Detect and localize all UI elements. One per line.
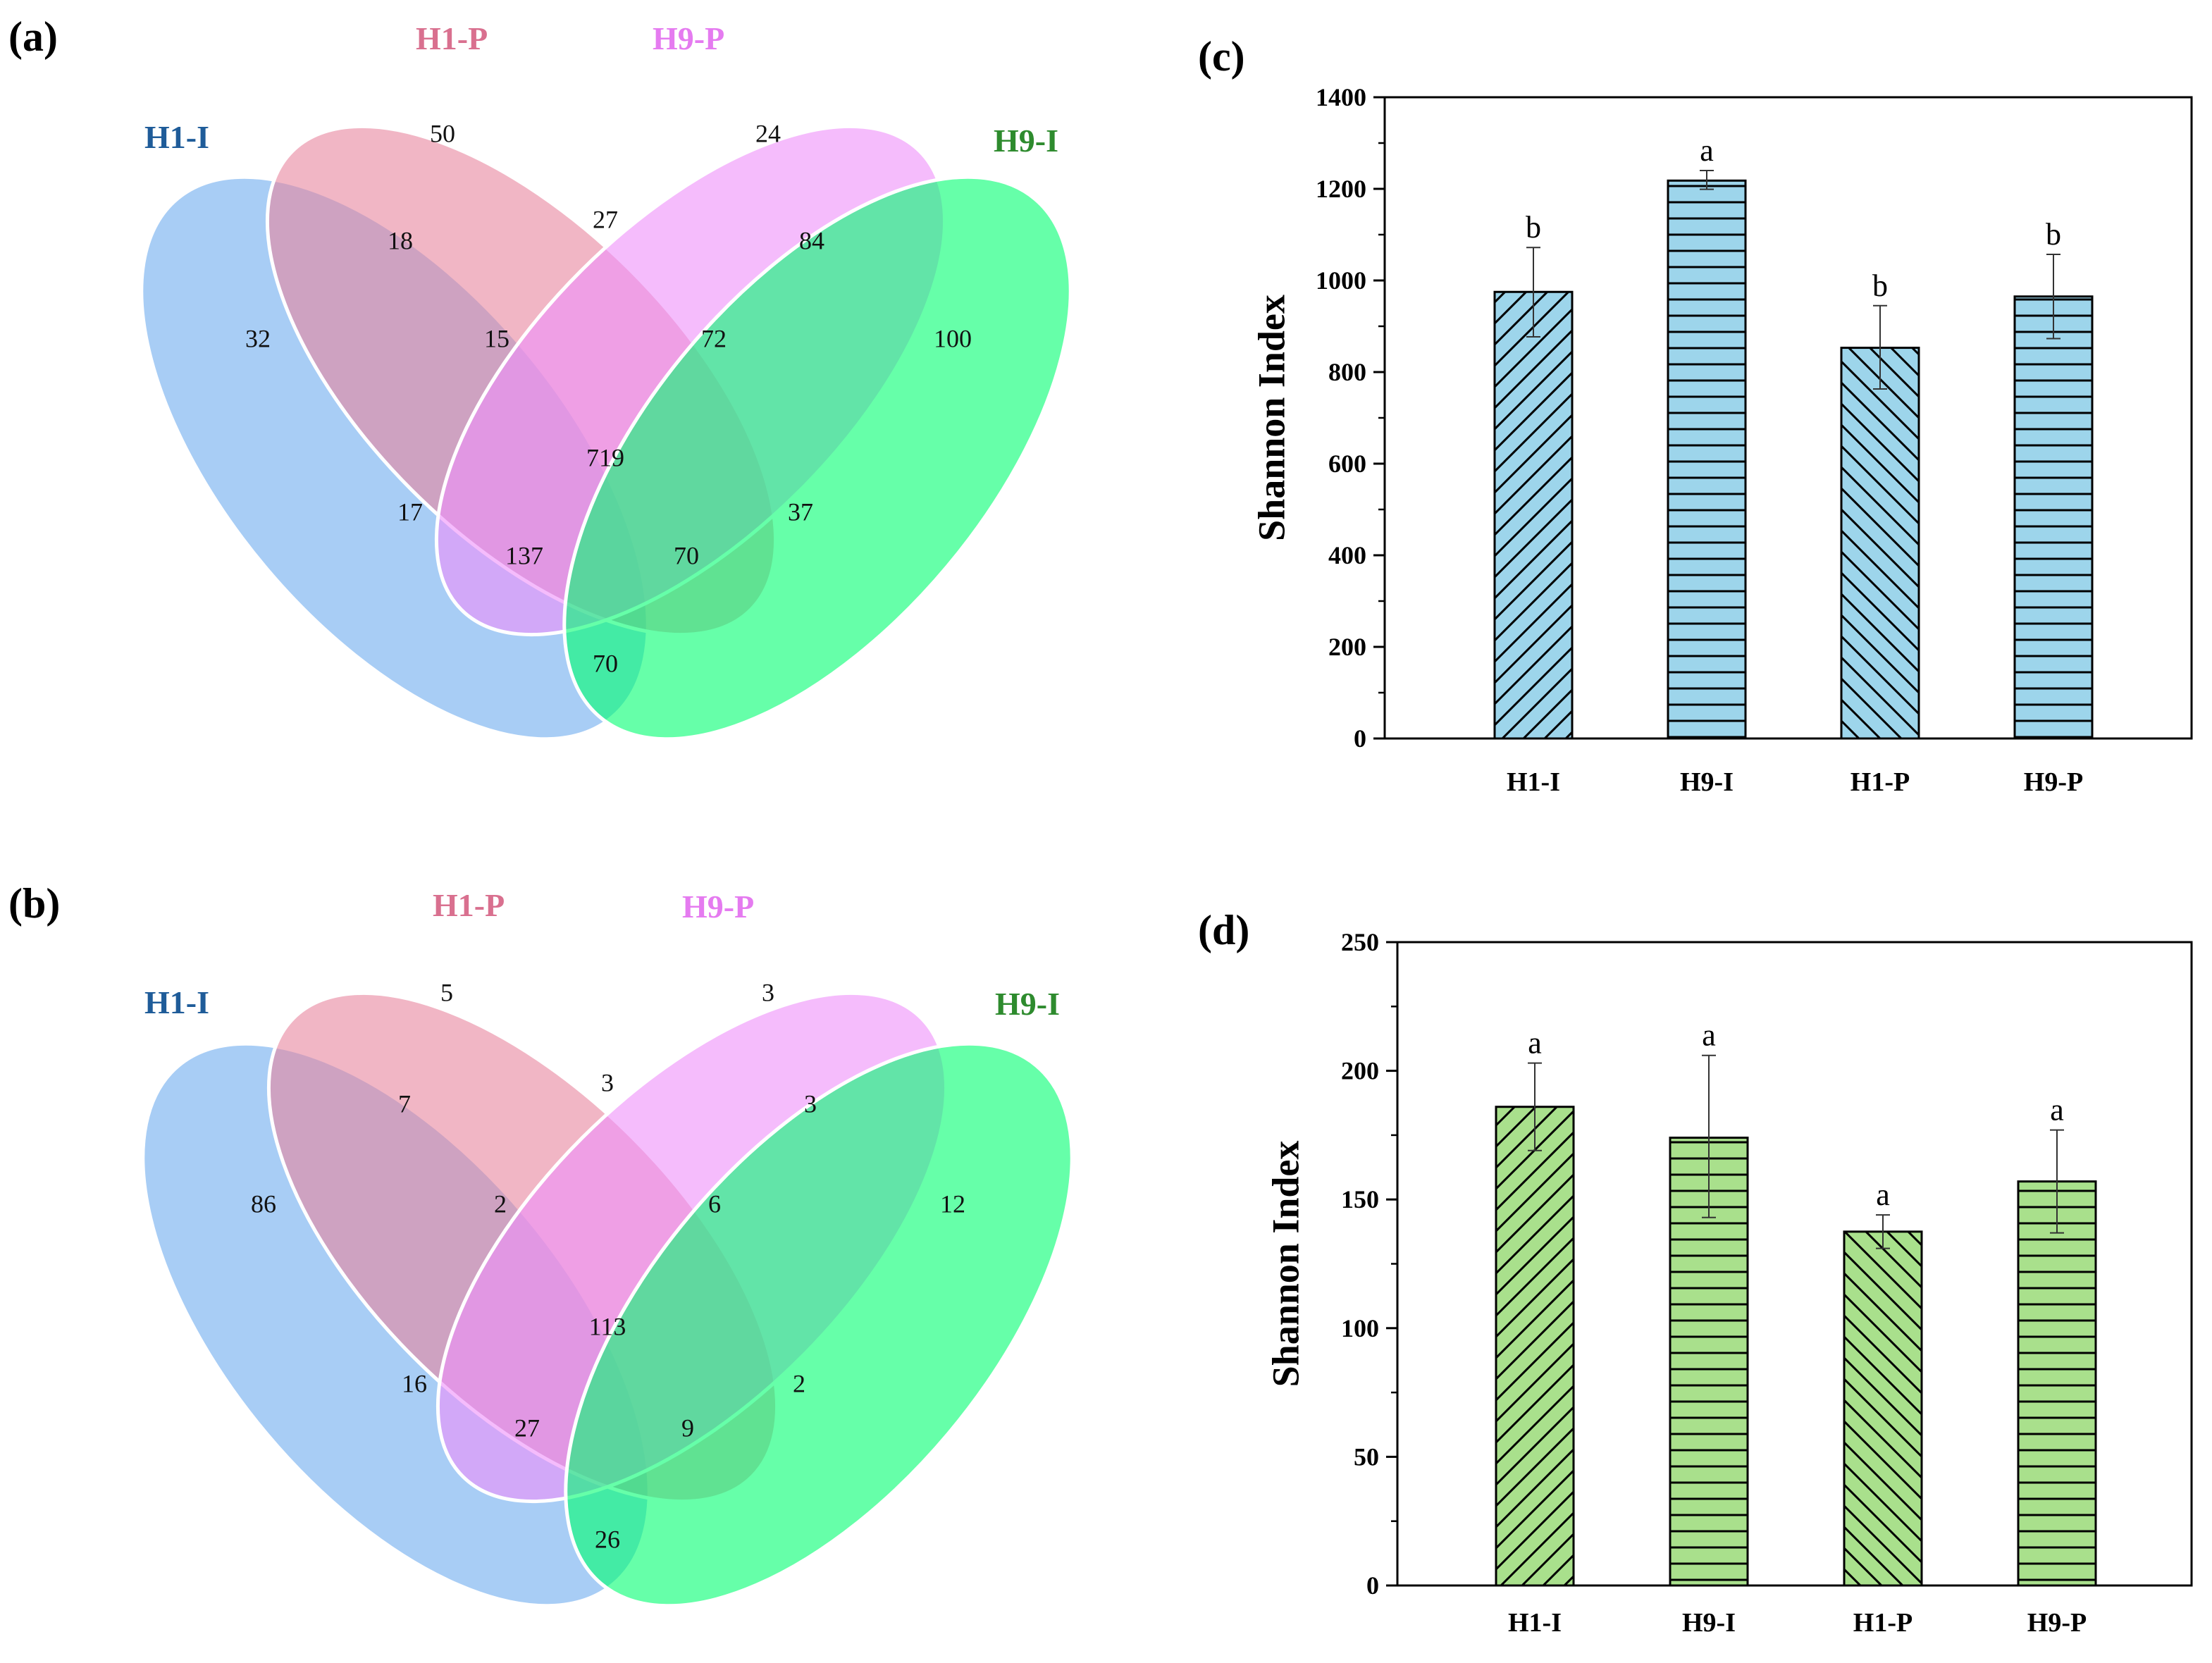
region-h1i-h9p-h9i: 27 xyxy=(514,1414,540,1442)
region-h1i-h9p-h9i: 137 xyxy=(505,541,543,569)
venn-set-h9i xyxy=(564,1041,1074,1608)
region-h1i-h1p-h9i: 9 xyxy=(681,1414,694,1442)
y-tick-label: 50 xyxy=(1354,1442,1379,1471)
y-tick-label: 800 xyxy=(1328,358,1366,386)
region-h1p-h9p-h9i: 72 xyxy=(701,324,727,352)
x-category-label: H9-P xyxy=(2027,1608,2087,1638)
bar-pattern xyxy=(2017,1180,2097,1587)
region-h9p-h9i: 3 xyxy=(804,1089,817,1118)
bar-chart-c: 0 200 400 600 800 1000 1200 1400 Shannon Index b H… xyxy=(1250,83,2193,797)
y-tick-label: 0 xyxy=(1366,1571,1379,1600)
significance-label: b xyxy=(1872,268,1888,303)
y-tick-label: 1000 xyxy=(1316,266,1366,295)
set-label-h1p: H1-P xyxy=(433,887,505,923)
y-axis-label: Shannon Index xyxy=(1250,295,1292,541)
y-tick-label: 150 xyxy=(1341,1185,1379,1213)
region-all: 113 xyxy=(589,1312,626,1340)
y-tick-label: 200 xyxy=(1341,1057,1379,1085)
y-tick-label: 1400 xyxy=(1316,83,1366,111)
region-h1p-h9p: 3 xyxy=(601,1068,614,1096)
set-label-h9i: H9-I xyxy=(994,123,1058,159)
panel-label-c: (c) xyxy=(1198,33,1245,80)
significance-label: a xyxy=(2050,1093,2064,1127)
set-label-h9p: H9-P xyxy=(682,889,754,925)
significance-label: b xyxy=(2046,217,2061,252)
significance-label: a xyxy=(1700,133,1714,168)
region-h9p-only: 3 xyxy=(762,978,774,1006)
region-h1i-only: 86 xyxy=(251,1189,276,1218)
y-tick-label: 250 xyxy=(1341,928,1379,956)
region-h1i-h1p: 7 xyxy=(398,1089,411,1118)
y-tick-label: 0 xyxy=(1354,724,1366,753)
bar-pattern xyxy=(1493,290,1574,740)
panel-label-a: (a) xyxy=(8,13,58,60)
set-label-h1i: H1-I xyxy=(144,119,209,155)
region-h1p-h9i: 2 xyxy=(793,1369,805,1397)
bar-pattern xyxy=(1840,347,1920,740)
region-h9p-h9i: 84 xyxy=(799,226,824,254)
region-h1p-h9i: 37 xyxy=(788,497,813,526)
bar-pattern xyxy=(1495,1106,1575,1587)
y-tick-label: 200 xyxy=(1328,633,1366,661)
significance-label: a xyxy=(1528,1026,1542,1061)
y-axis-label: Shannon Index xyxy=(1264,1141,1306,1387)
region-h1i-h1p-h9p: 15 xyxy=(484,324,509,352)
region-h1i-h9p: 16 xyxy=(402,1369,427,1397)
venn-shapes xyxy=(141,991,1074,1608)
region-h1p-h9p: 27 xyxy=(593,205,618,233)
region-h9i-only: 100 xyxy=(934,324,972,352)
region-h1p-only: 5 xyxy=(440,978,453,1006)
x-category-label: H1-I xyxy=(1508,1608,1562,1638)
region-h1i-h9i: 70 xyxy=(593,649,618,677)
x-category-label: H9-I xyxy=(1682,1608,1736,1638)
region-h1i-h9p: 17 xyxy=(397,497,423,526)
significance-label: a xyxy=(1876,1177,1890,1212)
venn-shapes xyxy=(140,124,1073,741)
set-label-h1i: H1-I xyxy=(144,984,209,1020)
x-category-label: H9-I xyxy=(1680,767,1734,797)
venn-set-h9i xyxy=(562,175,1073,741)
venn-diagram-b: H1-I H1-P H9-P H9-I 86 5 3 12 7 3 3 2 6 … xyxy=(141,887,1074,1608)
significance-label: b xyxy=(1526,210,1541,245)
y-tick-label: 600 xyxy=(1328,450,1366,478)
region-all: 719 xyxy=(586,443,624,471)
region-h1i-h1p: 18 xyxy=(388,226,413,254)
y-tick-label: 400 xyxy=(1328,541,1366,569)
region-h1p-h9p-h9i: 6 xyxy=(708,1189,721,1218)
bar-pattern xyxy=(1843,1230,1923,1587)
x-category-label: H9-P xyxy=(2024,767,2083,797)
panel-label-d: (d) xyxy=(1198,907,1249,953)
set-label-h9i: H9-I xyxy=(995,986,1060,1022)
set-label-h1p: H1-P xyxy=(416,20,488,56)
bar-pattern xyxy=(2013,295,2094,740)
y-tick-label: 100 xyxy=(1341,1314,1379,1342)
region-h1i-h1p-h9i: 70 xyxy=(674,541,699,569)
region-h1p-only: 50 xyxy=(430,119,455,147)
significance-label: a xyxy=(1702,1018,1716,1053)
region-h1i-h1p-h9p: 2 xyxy=(494,1189,507,1218)
region-h9p-only: 24 xyxy=(755,119,781,147)
panel-label-b: (b) xyxy=(8,880,60,927)
set-label-h9p: H9-P xyxy=(653,20,724,56)
bar-chart-d: 0 50 100 150 200 250 Shannon Index a H1-I a H9-I a H… xyxy=(1264,928,2193,1638)
venn-diagram-a: H1-I H1-P H9-P H9-I 32 50 24 100 18 27 8… xyxy=(140,20,1073,741)
region-h1i-only: 32 xyxy=(245,324,271,352)
y-tick-label: 1200 xyxy=(1316,175,1366,203)
region-h1i-h9i: 26 xyxy=(595,1525,620,1553)
bar-pattern xyxy=(1667,179,1747,740)
x-category-label: H1-I xyxy=(1507,767,1560,797)
x-category-label: H1-P xyxy=(1850,767,1910,797)
region-h9i-only: 12 xyxy=(940,1189,965,1218)
x-category-label: H1-P xyxy=(1853,1608,1913,1638)
